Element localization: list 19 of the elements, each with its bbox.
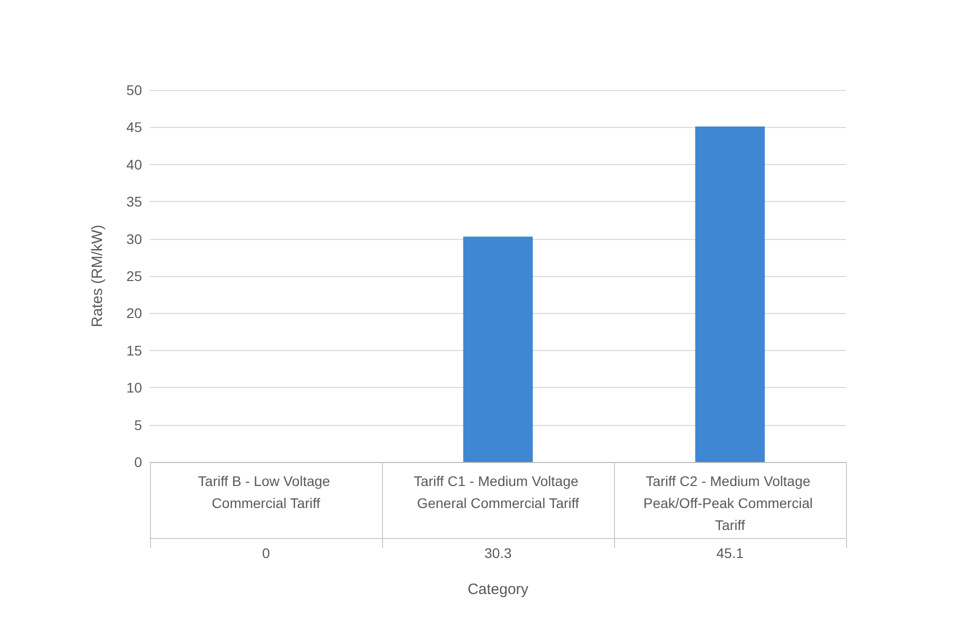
y-tick-label: 25 bbox=[126, 268, 142, 284]
y-tick-label: 50 bbox=[126, 82, 142, 98]
y-tick-label: 10 bbox=[126, 380, 142, 396]
data-label: 45.1 bbox=[716, 545, 744, 561]
data-label: 0 bbox=[262, 545, 270, 561]
y-axis-title: Rates (RM/kW) bbox=[89, 224, 106, 328]
y-tick-label: 35 bbox=[126, 194, 142, 210]
x-axis-title: Category bbox=[468, 581, 529, 598]
y-tick-label: 30 bbox=[126, 230, 142, 247]
y-tick-label: 0 bbox=[134, 454, 142, 470]
x-tick-label: Tariff C1 - Medium Voltage General Commercial Tariff bbox=[414, 473, 582, 511]
y-tick-label: 5 bbox=[134, 416, 142, 433]
y-tick-label: 45 bbox=[126, 119, 142, 136]
y-tick-label: 20 bbox=[126, 305, 142, 322]
x-tick-label: Tariff C2 - Medium Voltage Peak/Off-Peak Commercial Tariff bbox=[643, 473, 817, 533]
data-label: 30.3 bbox=[484, 545, 512, 561]
y-tick-label: 40 bbox=[126, 156, 142, 172]
y-tick-label: 15 bbox=[126, 342, 142, 358]
x-tick-label: Tariff B - Low Voltage Commercial Tariff bbox=[198, 473, 334, 511]
